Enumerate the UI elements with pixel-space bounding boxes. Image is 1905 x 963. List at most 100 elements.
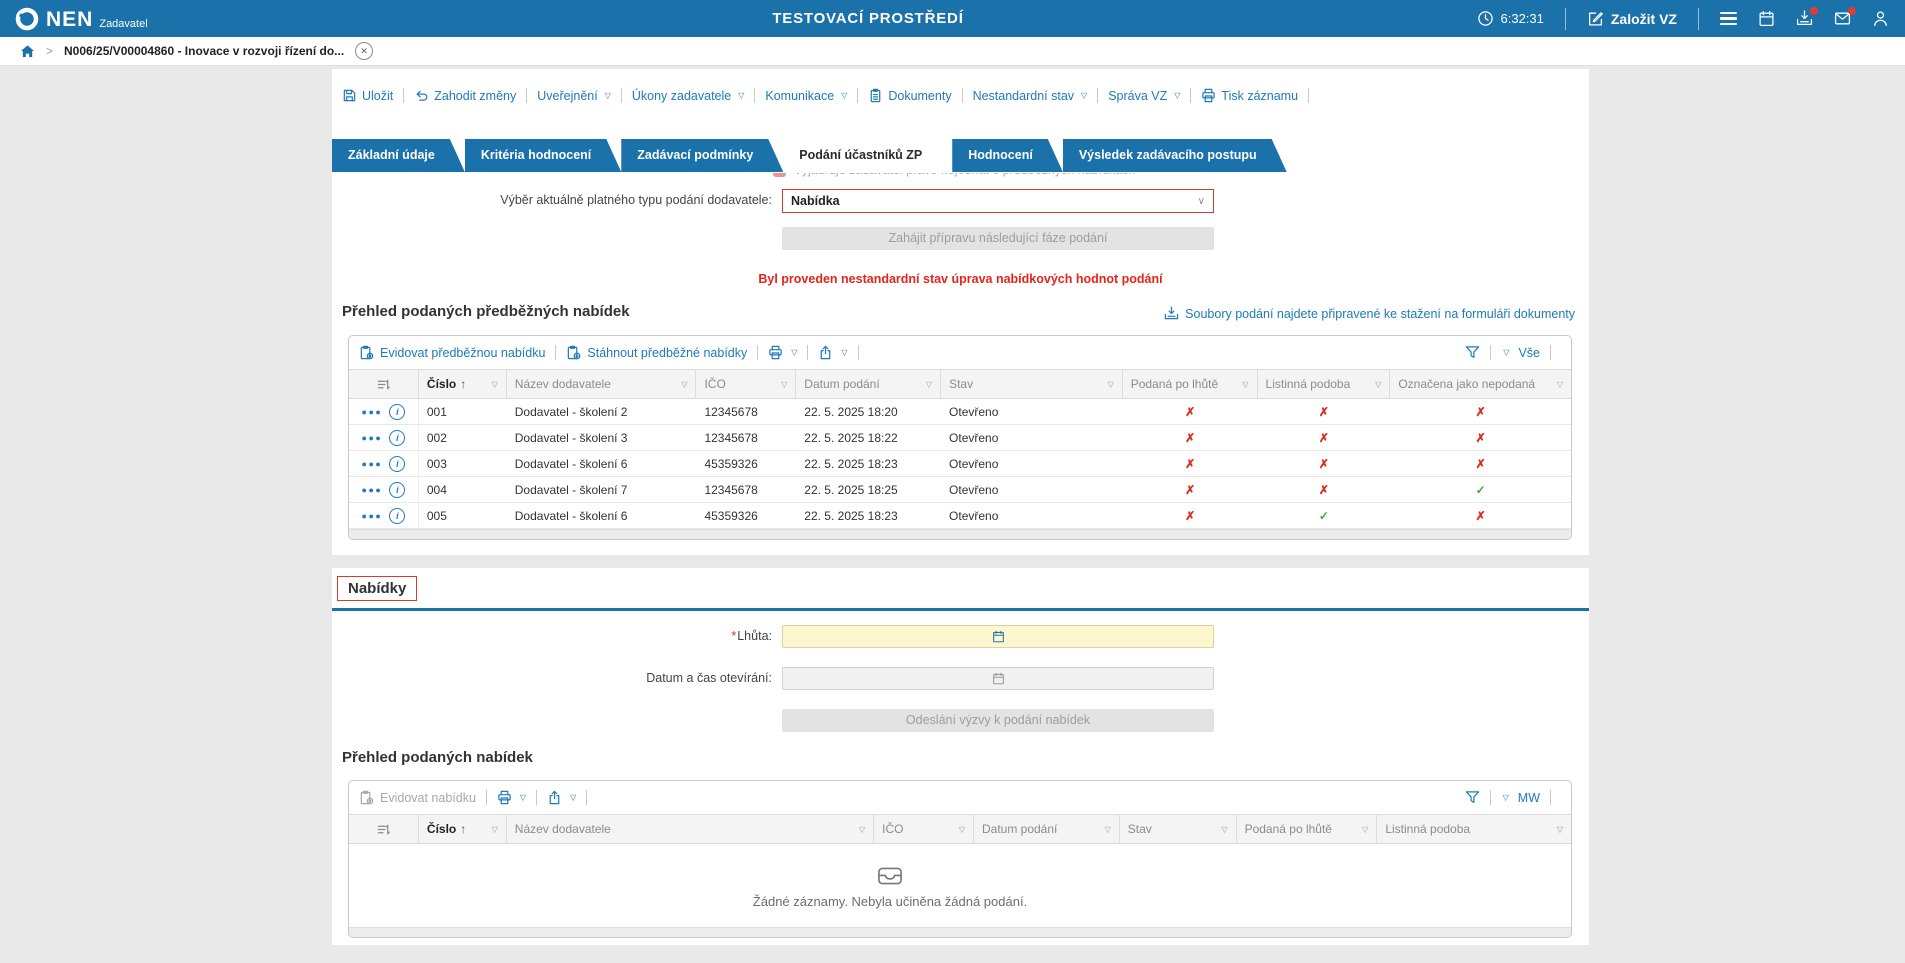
checkbox-icon[interactable] bbox=[773, 173, 786, 177]
column-filter-icon[interactable]: ▽ bbox=[1104, 824, 1111, 834]
horizontal-scrollbar-track[interactable] bbox=[349, 927, 1571, 937]
column-filter-icon[interactable]: ▽ bbox=[925, 379, 933, 389]
nen-logo-icon bbox=[14, 6, 40, 32]
publication-menu[interactable]: Uveřejnění ▽ bbox=[537, 89, 611, 103]
header-nazev-dodavatele[interactable]: Název dodavatele ▽ bbox=[507, 815, 875, 843]
messages-button[interactable] bbox=[1834, 7, 1856, 27]
header-ico[interactable]: IČO ▽ bbox=[874, 815, 974, 843]
column-filter-icon[interactable]: ▽ bbox=[958, 824, 965, 834]
table-row[interactable]: ●●● i 004 Dodavatel - školení 7 12345678… bbox=[349, 477, 1571, 503]
print-record-button[interactable]: Tisk záznamu bbox=[1201, 88, 1298, 103]
register-offer-button[interactable]: Evidovat nabídku bbox=[359, 790, 476, 805]
print-table-button[interactable]: ▽ bbox=[497, 790, 526, 805]
tab-zakladni-udaje[interactable]: Základní údaje bbox=[332, 139, 465, 172]
column-filter-icon[interactable]: ▽ bbox=[1362, 824, 1369, 834]
column-filter-icon[interactable]: ▽ bbox=[681, 379, 688, 389]
column-filter-icon[interactable]: ▽ bbox=[1242, 379, 1249, 389]
column-filter-icon[interactable]: ▽ bbox=[1556, 379, 1563, 389]
late-mark: ✗ bbox=[1185, 482, 1196, 497]
row-menu-button[interactable]: ●●● bbox=[361, 458, 383, 469]
close-tab-button[interactable]: ✕ bbox=[355, 42, 374, 60]
opening-datetime-input[interactable] bbox=[782, 667, 1214, 690]
view-selector[interactable]: ▽ MW bbox=[1501, 791, 1540, 805]
save-label: Uložit bbox=[362, 88, 394, 103]
header-datum-podani[interactable]: Datum podání ▽ bbox=[796, 370, 942, 398]
send-offer-invitation-button[interactable]: Odeslání výzvy k podání nabídek bbox=[782, 709, 1214, 732]
create-vz-button[interactable]: Založit VZ bbox=[1587, 10, 1677, 27]
info-icon[interactable]: i bbox=[389, 455, 406, 472]
info-icon[interactable]: i bbox=[389, 403, 406, 420]
header-listinna-podoba[interactable]: Listinná podoba ▽ bbox=[1258, 370, 1391, 398]
header-podana-po-lhute[interactable]: Podaná po lhůtě ▽ bbox=[1123, 370, 1258, 398]
downloads-button[interactable] bbox=[1796, 7, 1818, 27]
row-menu-button[interactable]: ●●● bbox=[361, 484, 383, 495]
table-row[interactable]: ●●● i 001 Dodavatel - školení 2 12345678… bbox=[349, 399, 1571, 425]
contracting-actions-menu[interactable]: Úkony zadavatele ▽ bbox=[632, 89, 745, 103]
print-table-button[interactable]: ▽ bbox=[768, 345, 797, 360]
row-menu-button[interactable]: ●●● bbox=[361, 510, 383, 521]
info-icon[interactable]: i bbox=[389, 481, 406, 498]
home-button[interactable] bbox=[20, 44, 35, 59]
table-row[interactable]: ●●● i 005 Dodavatel - školení 6 45359326… bbox=[349, 503, 1571, 529]
filter-button[interactable] bbox=[1465, 345, 1480, 360]
export-table-button[interactable]: ▽ bbox=[547, 790, 576, 805]
column-filter-icon[interactable]: ▽ bbox=[781, 379, 788, 389]
header-nazev-dodavatele[interactable]: Název dodavatele ▽ bbox=[507, 370, 697, 398]
column-filter-icon[interactable]: ▽ bbox=[1221, 824, 1228, 834]
header-stav[interactable]: Stav ▽ bbox=[941, 370, 1123, 398]
breadcrumb-item[interactable]: N006/25/V00004860 - Inovace v rozvoji ří… bbox=[64, 44, 345, 58]
start-next-phase-button[interactable]: Zahájit přípravu následující fáze podání bbox=[782, 227, 1214, 250]
tab-zadavaci-podminky[interactable]: Zadávací podmínky bbox=[621, 139, 783, 172]
table-row[interactable]: ●●● i 003 Dodavatel - školení 6 45359326… bbox=[349, 451, 1571, 477]
user-profile-button[interactable] bbox=[1872, 10, 1889, 27]
submission-type-select[interactable]: Nabídka ∨ bbox=[782, 189, 1214, 213]
header-listinna-podoba[interactable]: Listinná podoba ▽ bbox=[1377, 815, 1571, 843]
register-prelim-offer-button[interactable]: Evidovat předběžnou nabídku bbox=[359, 345, 545, 360]
save-button[interactable]: Uložit bbox=[342, 88, 393, 103]
calendar-button[interactable] bbox=[1758, 10, 1775, 27]
column-settings-button[interactable] bbox=[349, 370, 419, 398]
top-right-actions: 6:32:31 Založit VZ bbox=[1477, 0, 1890, 37]
header-ico[interactable]: IČO ▽ bbox=[696, 370, 797, 398]
column-filter-icon[interactable]: ▽ bbox=[858, 824, 866, 834]
header-cislo[interactable]: Číslo ↑ ▽ bbox=[419, 815, 507, 843]
header-datum-podani[interactable]: Datum podání ▽ bbox=[974, 815, 1120, 843]
row-menu-button[interactable]: ●●● bbox=[361, 432, 383, 443]
column-filter-icon[interactable]: ▽ bbox=[1556, 824, 1563, 834]
view-selector[interactable]: ▽ Vše bbox=[1501, 346, 1540, 360]
vz-administration-menu[interactable]: Správa VZ ▽ bbox=[1108, 89, 1180, 103]
column-filter-icon[interactable]: ▽ bbox=[1375, 379, 1382, 389]
discard-changes-button[interactable]: Zahodit změny bbox=[414, 88, 516, 103]
filter-button[interactable] bbox=[1465, 790, 1480, 805]
header-stav[interactable]: Stav ▽ bbox=[1120, 815, 1237, 843]
tab-kriteria-hodnoceni[interactable]: Kritéria hodnocení bbox=[465, 139, 621, 172]
column-filter-icon[interactable]: ▽ bbox=[1107, 379, 1114, 389]
download-tray-icon bbox=[1164, 306, 1179, 321]
header-cislo[interactable]: Číslo ↑ ▽ bbox=[419, 370, 507, 398]
info-icon[interactable]: i bbox=[389, 429, 406, 446]
info-icon[interactable]: i bbox=[389, 507, 406, 524]
main-menu-button[interactable] bbox=[1720, 11, 1737, 26]
column-filter-icon[interactable]: ▽ bbox=[491, 824, 498, 834]
submission-files-link[interactable]: Soubory podání najdete připravené ke sta… bbox=[1164, 306, 1575, 321]
nonstandard-state-menu[interactable]: Nestandardní stav ▽ bbox=[973, 89, 1088, 103]
download-prelim-offers-button[interactable]: Stáhnout předběžné nabídky bbox=[566, 345, 747, 360]
header-podana-po-lhute[interactable]: Podaná po lhůtě ▽ bbox=[1237, 815, 1378, 843]
header-oznacena-jako-nepodana[interactable]: Označena jako nepodaná ▽ bbox=[1390, 370, 1571, 398]
horizontal-scrollbar-track[interactable] bbox=[349, 529, 1571, 539]
tab-vysledek-zadavaciho-postupu[interactable]: Výsledek zadávacího postupu bbox=[1063, 139, 1287, 172]
column-settings-button[interactable] bbox=[349, 815, 419, 843]
paper-mark: ✗ bbox=[1318, 482, 1329, 497]
tab-hodnoceni[interactable]: Hodnocení bbox=[952, 139, 1063, 172]
export-table-button[interactable]: ▽ bbox=[818, 345, 848, 360]
toolbar-divider bbox=[526, 88, 528, 103]
column-filter-icon[interactable]: ▽ bbox=[491, 379, 498, 389]
table-row[interactable]: ●●● i 002 Dodavatel - školení 3 12345678… bbox=[349, 425, 1571, 451]
communication-menu[interactable]: Komunikace ▽ bbox=[765, 89, 847, 103]
deadline-input[interactable] bbox=[782, 625, 1214, 648]
notsub-mark: ✗ bbox=[1475, 456, 1486, 471]
nen-brand[interactable]: NEN Zadavatel bbox=[14, 6, 148, 32]
tab-podani-ucastniku-zp[interactable]: Podání účastníků ZP bbox=[783, 139, 952, 172]
documents-button[interactable]: Dokumenty bbox=[868, 88, 952, 103]
row-menu-button[interactable]: ●●● bbox=[361, 406, 383, 417]
